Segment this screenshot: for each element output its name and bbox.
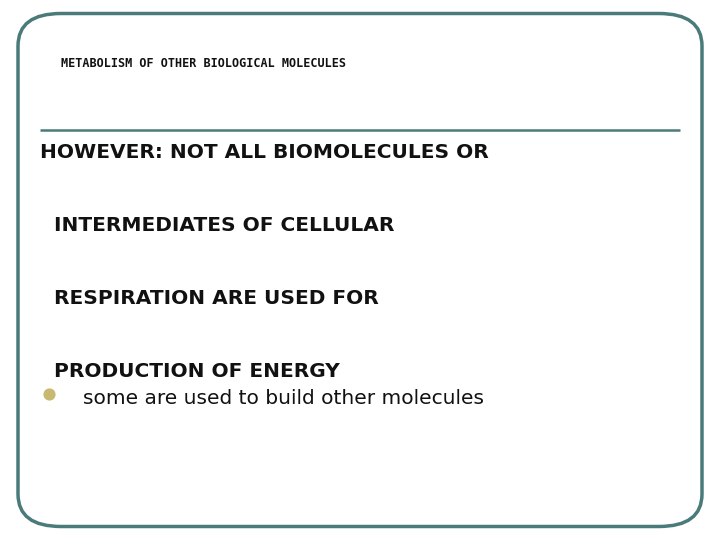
Text: HOWEVER: NOT ALL BIOMOLECULES OR: HOWEVER: NOT ALL BIOMOLECULES OR — [40, 143, 488, 162]
Point — [43, 390, 55, 399]
Text: METABOLISM OF OTHER BIOLOGICAL MOLECULES: METABOLISM OF OTHER BIOLOGICAL MOLECULES — [61, 57, 346, 70]
Text: RESPIRATION ARE USED FOR: RESPIRATION ARE USED FOR — [40, 289, 378, 308]
FancyBboxPatch shape — [18, 14, 702, 526]
Text: PRODUCTION OF ENERGY: PRODUCTION OF ENERGY — [40, 362, 339, 381]
Text: some are used to build other molecules: some are used to build other molecules — [83, 389, 484, 408]
Text: INTERMEDIATES OF CELLULAR: INTERMEDIATES OF CELLULAR — [40, 216, 394, 235]
